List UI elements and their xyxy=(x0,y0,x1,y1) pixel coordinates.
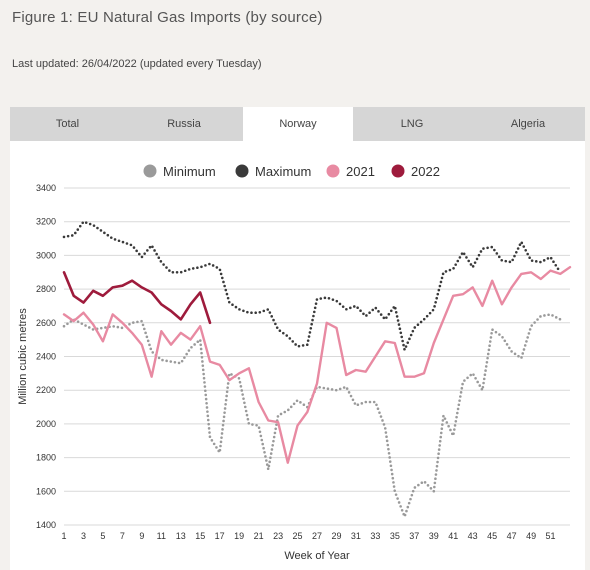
last-updated-text: Last updated: 26/04/2022 (updated every … xyxy=(12,58,262,70)
tab-algeria[interactable]: Algeria xyxy=(510,118,546,130)
y-axis-ticks: 1400 1600 1800 2000 2200 2400 2600 2800 3000 3200… xyxy=(36,183,56,530)
x-axis-label: Week of Year xyxy=(284,550,350,562)
y-tick-label: 3200 xyxy=(36,217,56,227)
x-tick-label: 31 xyxy=(351,531,361,541)
legend-marker-2022 xyxy=(391,164,405,178)
y-axis-label: Million cubic metres xyxy=(17,308,29,405)
y-tick-label: 3000 xyxy=(36,250,56,260)
series-line-2022 xyxy=(62,271,212,325)
x-tick-label: 33 xyxy=(370,531,380,541)
x-tick-label: 39 xyxy=(429,531,439,541)
x-tick-label: 17 xyxy=(215,531,225,541)
x-tick-label: 35 xyxy=(390,531,400,541)
x-axis-ticks: 1 3 5 7 9 11 13 15 17 19 21 23 25 27 29 31 33 35 37 39 41 43 4… xyxy=(61,531,555,541)
x-tick-label: 51 xyxy=(546,531,556,541)
x-tick-label: 3 xyxy=(81,531,86,541)
x-tick-label: 1 xyxy=(61,531,66,541)
tab-russia[interactable]: Russia xyxy=(167,118,201,130)
x-tick-label: 5 xyxy=(100,531,105,541)
y-tick-label: 2200 xyxy=(36,385,56,395)
tab-norway[interactable]: Norway xyxy=(243,107,353,141)
x-tick-label: 27 xyxy=(312,531,322,541)
series-line-maximum xyxy=(62,220,562,352)
x-tick-label: 29 xyxy=(331,531,341,541)
y-tick-label: 2600 xyxy=(36,318,56,328)
legend-label-minimum: Minimum xyxy=(163,164,216,179)
legend-marker-minimum xyxy=(143,164,157,178)
series-line-2021 xyxy=(62,265,572,464)
x-tick-label: 23 xyxy=(273,531,283,541)
x-tick-label: 15 xyxy=(195,531,205,541)
legend-label-2021: 2021 xyxy=(346,164,375,179)
x-tick-label: 19 xyxy=(234,531,244,541)
tab-total[interactable]: Total xyxy=(55,118,80,130)
x-tick-label: 41 xyxy=(448,531,458,541)
series-line-minimum xyxy=(62,313,562,518)
x-tick-label: 7 xyxy=(120,531,125,541)
y-tick-label: 1400 xyxy=(36,520,56,530)
chart-legend: Minimum Maximum 2021 2022 xyxy=(143,164,440,179)
y-tick-label: 2000 xyxy=(36,419,56,429)
x-tick-label: 25 xyxy=(293,531,303,541)
y-tick-label: 1600 xyxy=(36,486,56,496)
y-tick-label: 2800 xyxy=(36,284,56,294)
tab-lng[interactable]: LNG xyxy=(400,118,424,130)
x-tick-label: 37 xyxy=(409,531,419,541)
legend-marker-2021 xyxy=(326,164,340,178)
x-tick-label: 43 xyxy=(468,531,478,541)
y-tick-label: 3400 xyxy=(36,183,56,193)
legend-label-maximum: Maximum xyxy=(255,164,311,179)
page-title: Figure 1: EU Natural Gas Imports (by sou… xyxy=(12,9,323,26)
x-tick-label: 49 xyxy=(526,531,536,541)
y-tick-label: 2400 xyxy=(36,352,56,362)
chart-series xyxy=(62,220,572,518)
legend-label-2022: 2022 xyxy=(411,164,440,179)
x-tick-label: 45 xyxy=(487,531,497,541)
chart-grid xyxy=(64,187,570,526)
x-tick-label: 47 xyxy=(507,531,517,541)
line-chart: Minimum Maximum 2021 2022 1400 1600 1800 2000 2… xyxy=(17,164,572,562)
chart-panel: Minimum Maximum 2021 2022 1400 1600 1800 2000 2… xyxy=(10,141,585,570)
x-tick-label: 13 xyxy=(176,531,186,541)
legend-marker-maximum xyxy=(235,164,249,178)
x-tick-label: 11 xyxy=(157,531,166,541)
x-tick-label: 9 xyxy=(139,531,144,541)
y-tick-label: 1800 xyxy=(36,453,56,463)
source-tab-bar: Total Russia Norway LNG Algeria xyxy=(10,107,585,141)
x-tick-label: 21 xyxy=(254,531,264,541)
